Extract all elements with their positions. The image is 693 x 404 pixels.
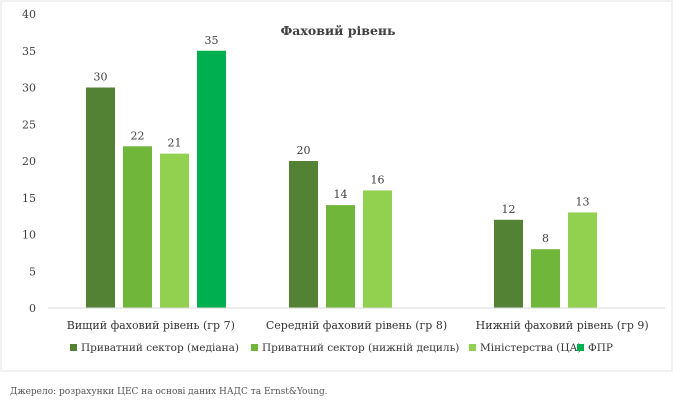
legend-label: ФПР [588, 342, 613, 354]
bar [363, 190, 392, 308]
y-tick-label: 20 [22, 155, 36, 168]
data-label: 21 [168, 137, 182, 150]
chart-title: Фаховий рівень [280, 23, 395, 38]
bar [160, 153, 189, 308]
data-label: 20 [297, 144, 311, 157]
y-tick-label: 30 [22, 82, 36, 95]
y-tick-label: 10 [22, 229, 36, 242]
data-label: 13 [576, 195, 590, 208]
y-tick-label: 5 [29, 265, 36, 278]
legend-label: Міністерства (ЦА) [480, 342, 582, 354]
category-label: Середній фаховий рівень (гр 8) [266, 319, 447, 332]
data-label: 16 [371, 173, 385, 186]
x-axis: Вищий фаховий рівень (гр 7) Середній фахо… [67, 319, 649, 332]
data-label: 12 [502, 203, 516, 216]
y-tick-label: 15 [22, 192, 36, 205]
y-tick-label: 35 [22, 45, 36, 58]
data-labels: 30 22 21 35 20 14 16 12 8 13 [94, 34, 590, 245]
bars [86, 50, 597, 308]
y-tick-label: 0 [29, 302, 36, 315]
legend: Приватний сектор (медіана) Приватний сект… [70, 342, 613, 354]
category-label: Нижній фаховий рівень (гр 9) [476, 319, 649, 332]
bar [123, 146, 152, 308]
data-label: 35 [205, 34, 219, 47]
bar [289, 161, 318, 308]
data-label: 8 [542, 232, 549, 245]
data-label: 22 [131, 129, 145, 142]
bar [494, 219, 523, 308]
legend-swatch [251, 344, 258, 351]
data-label: 14 [334, 188, 348, 201]
y-tick-label: 25 [22, 118, 36, 131]
category-label: Вищий фаховий рівень (гр 7) [67, 319, 235, 332]
y-axis: 0 5 10 15 20 25 30 35 40 [22, 8, 36, 315]
source-note: Джерело: розрахунки ЦЕС на основі даних … [10, 387, 328, 397]
legend-swatch [577, 344, 584, 351]
bar [568, 212, 597, 308]
bar [86, 87, 115, 308]
legend-swatch [70, 344, 77, 351]
legend-label: Приватний сектор (нижній дециль) [262, 342, 459, 354]
bar [197, 50, 226, 308]
bar [326, 205, 355, 308]
legend-label: Приватний сектор (медіана) [81, 342, 239, 354]
data-label: 30 [94, 71, 108, 84]
legend-swatch [469, 344, 476, 351]
y-tick-label: 40 [22, 8, 36, 21]
bar [531, 249, 560, 308]
